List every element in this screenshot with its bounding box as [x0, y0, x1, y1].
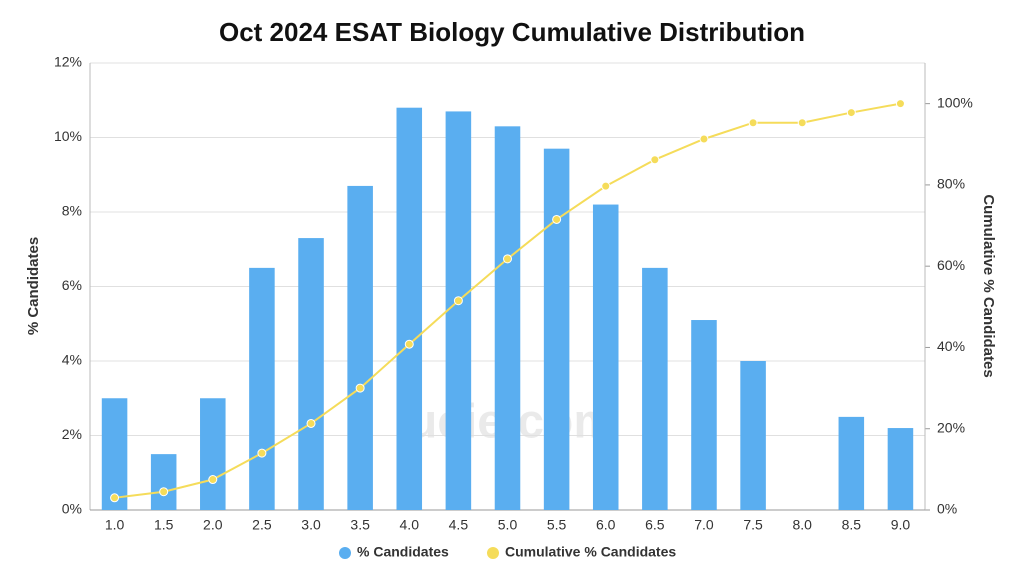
bar	[838, 416, 865, 510]
line-point	[846, 108, 856, 118]
legend-marker	[487, 547, 499, 559]
x-tick-label: 4.0	[400, 517, 420, 533]
y-tick-label: 0%	[62, 501, 82, 517]
line-point	[503, 254, 512, 264]
line-point	[748, 118, 758, 128]
x-tick-label: 3.0	[301, 517, 321, 533]
x-tick-label: 7.0	[694, 517, 714, 533]
line-point	[552, 214, 562, 224]
line-point	[650, 155, 660, 165]
x-tick-label: 5.0	[498, 517, 518, 533]
x-tick-label: 3.5	[350, 517, 370, 533]
x-tick-label: 8.5	[842, 517, 862, 533]
y-tick-label: 6%	[62, 277, 82, 293]
y-tick-label: 2%	[62, 426, 82, 442]
y-tick-label: 4%	[62, 352, 82, 368]
x-tick-label: 5.5	[547, 517, 567, 533]
line-point	[306, 418, 316, 428]
bar	[150, 454, 177, 510]
bar	[101, 398, 128, 510]
y-tick-label: 10%	[54, 128, 82, 144]
line-point	[601, 181, 611, 191]
x-tick-label: 9.0	[891, 517, 911, 533]
line-point	[453, 296, 463, 306]
bar	[298, 238, 324, 510]
y2-axis-title: Cumulative % Candidates	[980, 194, 997, 377]
bar	[592, 204, 619, 511]
bar	[445, 111, 472, 511]
bar	[740, 361, 766, 510]
y2-tick-label: 80%	[937, 176, 965, 192]
legend-label: Cumulative % Candidates	[505, 544, 676, 560]
bar	[494, 126, 521, 510]
bar	[691, 320, 717, 510]
bar	[396, 107, 423, 510]
line-point	[110, 493, 120, 503]
bar	[887, 428, 914, 510]
line-point	[404, 339, 414, 349]
x-tick-label: 1.0	[105, 517, 125, 533]
line-point	[355, 383, 365, 393]
bar	[642, 267, 668, 510]
line-point	[159, 487, 169, 497]
x-tick-label: 1.5	[154, 517, 174, 533]
y2-tick-label: 60%	[937, 257, 965, 273]
legend-label: % Candidates	[357, 544, 449, 560]
y-tick-label: 12%	[54, 54, 82, 70]
x-tick-label: 2.5	[252, 517, 272, 533]
y-tick-label: 8%	[62, 203, 82, 219]
line-point	[208, 475, 218, 485]
x-tick-label: 6.0	[596, 517, 616, 533]
x-tick-label: 4.5	[449, 517, 469, 533]
y2-tick-label: 0%	[937, 501, 957, 517]
line-point	[257, 448, 267, 458]
x-tick-label: 2.0	[203, 517, 223, 533]
chart-title: Oct 2024 ESAT Biology Cumulative Distrib…	[219, 17, 805, 47]
line-point	[895, 99, 905, 109]
x-tick-label: 7.5	[743, 517, 763, 533]
line-point	[797, 118, 807, 128]
y2-tick-label: 100%	[937, 94, 973, 110]
bar	[249, 267, 275, 510]
legend-marker	[339, 547, 351, 559]
line-point	[699, 134, 709, 144]
y-axis-title: % Candidates	[25, 237, 42, 335]
bar	[347, 185, 373, 511]
y2-tick-label: 40%	[937, 338, 965, 354]
x-tick-label: 6.5	[645, 517, 665, 533]
x-tick-label: 8.0	[792, 517, 812, 533]
bar	[200, 398, 226, 510]
bar	[543, 148, 570, 511]
y2-tick-label: 20%	[937, 419, 965, 435]
